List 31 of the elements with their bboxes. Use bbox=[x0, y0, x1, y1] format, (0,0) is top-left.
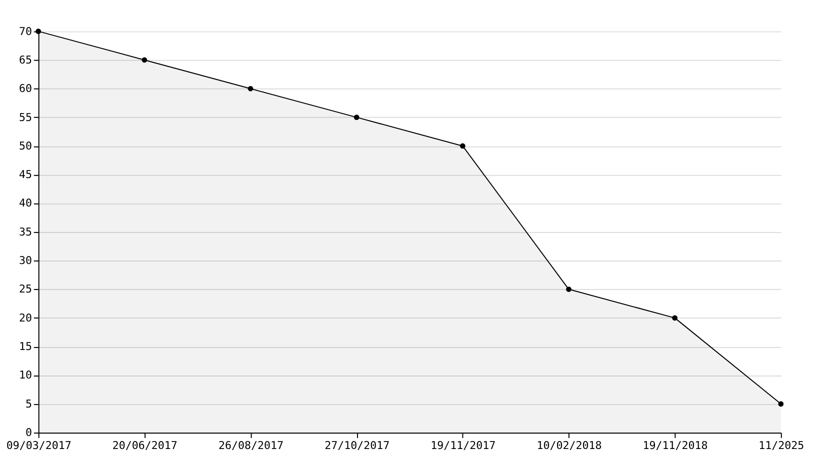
y-tick-label: 35 bbox=[18, 225, 32, 238]
point bbox=[566, 286, 572, 292]
y-tick-label: 5 bbox=[25, 397, 32, 410]
y-tick-label: 25 bbox=[18, 282, 32, 296]
point bbox=[778, 401, 784, 407]
point bbox=[36, 28, 42, 34]
x-tick-label: 19/11/2017 bbox=[430, 438, 496, 452]
point bbox=[142, 57, 148, 63]
y-tick-label: 70 bbox=[18, 24, 32, 38]
y-tick-label: 45 bbox=[18, 168, 32, 182]
y-tick-label: 50 bbox=[18, 139, 32, 152]
point bbox=[248, 86, 254, 92]
y-tick-label: 20 bbox=[18, 311, 32, 324]
x-tick-label: 27/10/2017 bbox=[324, 438, 390, 452]
point bbox=[354, 114, 360, 120]
y-tick-label: 60 bbox=[18, 82, 32, 96]
y-tick-label: 65 bbox=[18, 53, 32, 66]
y-tick-label: 0 bbox=[25, 426, 32, 440]
x-tick-label: 10/02/2018 bbox=[536, 438, 602, 452]
x-tick-label: 26/08/2017 bbox=[218, 438, 284, 452]
x-tick-label: 19/11/2018 bbox=[642, 438, 708, 452]
point bbox=[672, 315, 678, 321]
x-tick-label: 11/2025 bbox=[758, 438, 804, 452]
y-tick-label: 40 bbox=[18, 196, 32, 210]
point bbox=[460, 143, 466, 149]
y-tick-label: 30 bbox=[18, 254, 32, 268]
x-tick-label: 20/06/2017 bbox=[112, 438, 178, 452]
y-tick-label: 15 bbox=[18, 340, 32, 354]
y-tick-label: 55 bbox=[18, 110, 32, 124]
x-tick-label: 09/03/2017 bbox=[6, 438, 72, 452]
y-tick-label: 10 bbox=[18, 368, 32, 382]
